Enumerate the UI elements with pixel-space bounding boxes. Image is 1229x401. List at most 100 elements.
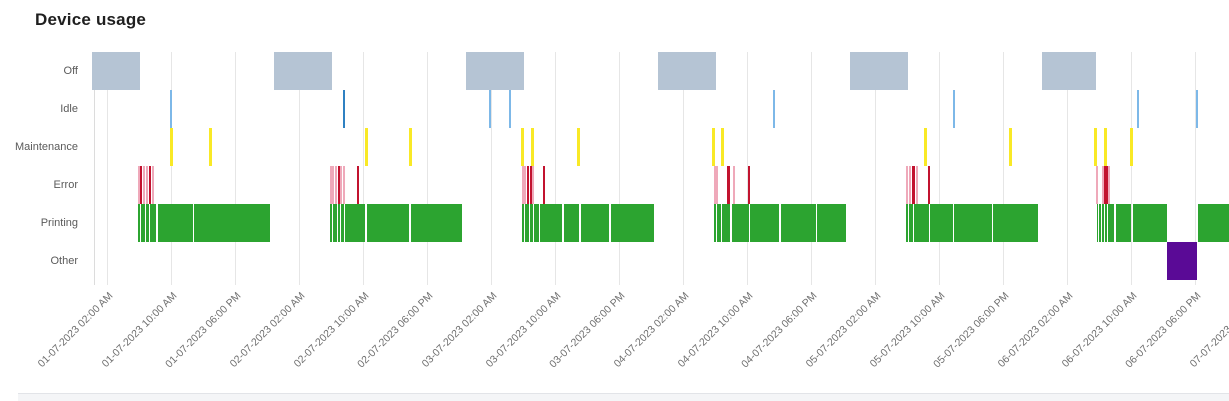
other-segment[interactable] bbox=[1167, 242, 1197, 280]
printing-segment[interactable] bbox=[330, 204, 332, 242]
error-tick[interactable] bbox=[343, 166, 346, 204]
printing-segment[interactable] bbox=[534, 204, 539, 242]
printing-segment[interactable] bbox=[563, 204, 579, 242]
printing-segment[interactable] bbox=[750, 204, 779, 242]
printing-segment[interactable] bbox=[714, 204, 716, 242]
printing-segment[interactable] bbox=[611, 204, 655, 242]
idle-tick[interactable] bbox=[509, 90, 512, 128]
error-tick[interactable] bbox=[357, 166, 360, 204]
maintenance-tick[interactable] bbox=[530, 128, 534, 166]
error-tick[interactable] bbox=[1102, 166, 1104, 204]
printing-segment[interactable] bbox=[993, 204, 1039, 242]
printing-segment[interactable] bbox=[367, 204, 410, 242]
error-tick[interactable] bbox=[542, 166, 545, 204]
maintenance-tick[interactable] bbox=[576, 128, 580, 166]
error-tick[interactable] bbox=[532, 166, 535, 204]
printing-segment[interactable] bbox=[527, 204, 530, 242]
error-tick[interactable] bbox=[913, 166, 916, 204]
maintenance-tick[interactable] bbox=[1094, 128, 1098, 166]
printing-segment[interactable] bbox=[780, 204, 816, 242]
maintenance-tick[interactable] bbox=[208, 128, 212, 166]
maintenance-tick[interactable] bbox=[711, 128, 715, 166]
idle-tick[interactable] bbox=[489, 90, 492, 128]
printing-segment[interactable] bbox=[1099, 204, 1101, 242]
error-tick[interactable] bbox=[146, 166, 148, 204]
maintenance-tick[interactable] bbox=[1103, 128, 1107, 166]
off-segment[interactable] bbox=[850, 52, 908, 90]
error-tick[interactable] bbox=[728, 166, 730, 204]
printing-segment[interactable] bbox=[344, 204, 366, 242]
printing-segment[interactable] bbox=[930, 204, 953, 242]
off-segment[interactable] bbox=[658, 52, 716, 90]
printing-segment[interactable] bbox=[140, 204, 143, 242]
error-tick[interactable] bbox=[1106, 166, 1108, 204]
printing-segment[interactable] bbox=[530, 204, 534, 242]
error-tick[interactable] bbox=[137, 166, 140, 204]
error-tick[interactable] bbox=[928, 166, 931, 204]
printing-segment[interactable] bbox=[817, 204, 847, 242]
error-tick[interactable] bbox=[747, 166, 750, 204]
idle-tick[interactable] bbox=[1137, 90, 1140, 128]
error-tick[interactable] bbox=[149, 166, 152, 204]
printing-segment[interactable] bbox=[722, 204, 725, 242]
error-tick[interactable] bbox=[527, 166, 530, 204]
maintenance-tick[interactable] bbox=[1008, 128, 1012, 166]
maintenance-tick[interactable] bbox=[364, 128, 368, 166]
maintenance-tick[interactable] bbox=[923, 128, 927, 166]
printing-segment[interactable] bbox=[193, 204, 271, 242]
printing-segment[interactable] bbox=[716, 204, 719, 242]
printing-segment[interactable] bbox=[338, 204, 341, 242]
error-tick[interactable] bbox=[332, 166, 335, 204]
error-tick[interactable] bbox=[908, 166, 911, 204]
error-tick[interactable] bbox=[916, 166, 919, 204]
off-segment[interactable] bbox=[274, 52, 332, 90]
printing-segment[interactable] bbox=[524, 204, 527, 242]
idle-tick[interactable] bbox=[773, 90, 776, 128]
error-tick[interactable] bbox=[340, 166, 343, 204]
error-tick[interactable] bbox=[142, 166, 145, 204]
printing-segment[interactable] bbox=[335, 204, 338, 242]
maintenance-tick[interactable] bbox=[720, 128, 724, 166]
off-segment[interactable] bbox=[1042, 52, 1096, 90]
error-tick[interactable] bbox=[726, 166, 729, 204]
error-tick[interactable] bbox=[524, 166, 527, 204]
error-tick[interactable] bbox=[140, 166, 143, 204]
printing-segment[interactable] bbox=[341, 204, 344, 242]
printing-segment[interactable] bbox=[157, 204, 193, 242]
printing-segment[interactable] bbox=[1132, 204, 1167, 242]
printing-segment[interactable] bbox=[1115, 204, 1131, 242]
printing-segment[interactable] bbox=[411, 204, 463, 242]
printing-segment[interactable] bbox=[1198, 204, 1229, 242]
printing-segment[interactable] bbox=[1096, 204, 1099, 242]
printing-segment[interactable] bbox=[914, 204, 917, 242]
printing-segment[interactable] bbox=[954, 204, 992, 242]
printing-segment[interactable] bbox=[522, 204, 524, 242]
error-tick[interactable] bbox=[911, 166, 914, 204]
idle-tick[interactable] bbox=[342, 90, 345, 128]
printing-segment[interactable] bbox=[1101, 204, 1104, 242]
printing-segment[interactable] bbox=[908, 204, 911, 242]
printing-segment[interactable] bbox=[540, 204, 563, 242]
error-tick[interactable] bbox=[337, 166, 340, 204]
maintenance-tick[interactable] bbox=[1130, 128, 1134, 166]
off-segment[interactable] bbox=[466, 52, 524, 90]
error-tick[interactable] bbox=[529, 166, 532, 204]
error-tick[interactable] bbox=[334, 166, 337, 204]
error-tick[interactable] bbox=[716, 166, 719, 204]
printing-segment[interactable] bbox=[146, 204, 150, 242]
printing-segment[interactable] bbox=[731, 204, 749, 242]
printing-segment[interactable] bbox=[725, 204, 731, 242]
maintenance-tick[interactable] bbox=[408, 128, 412, 166]
horizontal-scrollbar-track[interactable] bbox=[18, 393, 1229, 401]
error-tick[interactable] bbox=[713, 166, 716, 204]
printing-segment[interactable] bbox=[580, 204, 610, 242]
error-tick[interactable] bbox=[906, 166, 908, 204]
printing-segment[interactable] bbox=[911, 204, 914, 242]
error-tick[interactable] bbox=[522, 166, 524, 204]
idle-tick[interactable] bbox=[1196, 90, 1198, 128]
idle-tick[interactable] bbox=[170, 90, 172, 128]
off-segment[interactable] bbox=[91, 52, 140, 90]
error-tick[interactable] bbox=[1104, 166, 1107, 204]
error-tick[interactable] bbox=[151, 166, 154, 204]
error-tick[interactable] bbox=[1108, 166, 1111, 204]
